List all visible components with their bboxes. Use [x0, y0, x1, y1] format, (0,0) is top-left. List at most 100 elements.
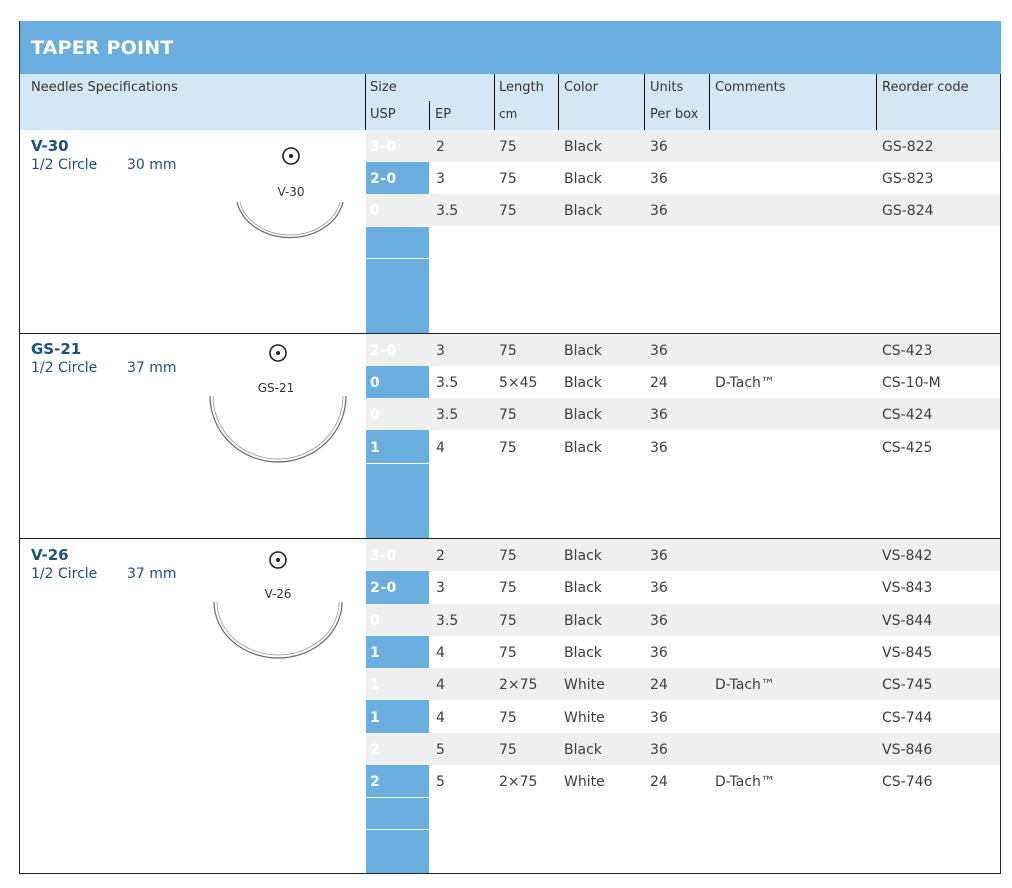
- cell-usp: 1: [370, 645, 381, 661]
- cell-length: 2×75: [499, 774, 538, 790]
- cell-color: Black: [564, 407, 602, 423]
- cell-color: Black: [564, 440, 602, 456]
- cell-length: 75: [499, 613, 517, 629]
- cell-reorder-code: VS-846: [882, 742, 933, 758]
- cell-ep: 4: [436, 710, 445, 726]
- needle-figure-label: GS-21: [258, 381, 295, 395]
- cell-usp: 3-0: [370, 139, 397, 155]
- needle-shape: 1/2 Circle: [31, 566, 98, 582]
- cell-color: Black: [564, 580, 602, 596]
- cell-color: Black: [564, 343, 602, 359]
- header-divider: [494, 74, 495, 130]
- cell-color: White: [564, 774, 605, 790]
- cell-units: 24: [650, 677, 668, 693]
- needle-length: 30 mm: [127, 157, 177, 173]
- cell-ep: 5: [436, 774, 445, 790]
- cell-reorder-code: CS-744: [882, 710, 933, 726]
- cell-usp: 1: [370, 710, 381, 726]
- cell-ep: 3.5: [436, 613, 459, 629]
- header-ep: EP: [435, 107, 452, 122]
- cell-ep: 3: [436, 580, 445, 596]
- cell-reorder-code: GS-823: [882, 171, 934, 187]
- cell-units: 36: [650, 645, 668, 661]
- cell-reorder-code: CS-10-M: [882, 375, 941, 391]
- needle-shape: 1/2 Circle: [31, 157, 98, 173]
- cell-units: 36: [650, 407, 668, 423]
- table-header: [19, 74, 1001, 130]
- cell-length: 5×45: [499, 375, 538, 391]
- cell-units: 36: [650, 139, 668, 155]
- cell-usp: 0: [370, 613, 381, 629]
- cell-length: 2×75: [499, 677, 538, 693]
- cell-units: 24: [650, 774, 668, 790]
- cell-reorder-code: GS-824: [882, 203, 934, 219]
- cell-reorder-code: VS-844: [882, 613, 933, 629]
- table-row: 3-0 2 75 Black 36 GS-822: [366, 130, 1001, 162]
- usp-divider: [366, 226, 429, 227]
- table-border: [1000, 74, 1001, 874]
- cell-ep: 4: [436, 645, 445, 661]
- cell-length: 75: [499, 171, 517, 187]
- needle-name: V-26: [31, 546, 69, 564]
- needle-shape: 1/2 Circle: [31, 360, 98, 376]
- cell-length: 75: [499, 440, 517, 456]
- cell-usp: 2-0: [370, 343, 397, 359]
- table-row: 2 5 75 Black 36 VS-846: [366, 733, 1001, 765]
- cell-ep: 3: [436, 171, 445, 187]
- table-border: [19, 21, 20, 874]
- needle-figure-icon: V-30: [236, 147, 344, 239]
- table-row: 2 5 2×75 White 24 D-Tach™ CS-746: [366, 765, 1001, 797]
- cell-units: 36: [650, 440, 668, 456]
- cell-comments: D-Tach™: [715, 677, 775, 693]
- cell-units: 24: [650, 375, 668, 391]
- usp-divider: [366, 829, 429, 830]
- cell-color: Black: [564, 139, 602, 155]
- header-usp: USP: [370, 107, 396, 122]
- cell-usp: 2-0: [370, 171, 397, 187]
- header-length-unit: cm: [499, 107, 518, 121]
- cell-length: 75: [499, 710, 517, 726]
- cell-color: Black: [564, 375, 602, 391]
- cell-color: Black: [564, 548, 602, 564]
- table-row: 1 4 75 Black 36 CS-425: [366, 431, 1001, 463]
- needle-figure-icon: V-26: [213, 551, 343, 659]
- table-row: 0 3.5 75 Black 36 VS-844: [366, 604, 1001, 636]
- cell-units: 36: [650, 343, 668, 359]
- cell-ep: 3.5: [436, 407, 459, 423]
- cell-color: Black: [564, 742, 602, 758]
- header-divider: [558, 74, 559, 130]
- usp-divider: [366, 463, 429, 464]
- header-color: Color: [564, 80, 598, 95]
- table-row: 1 4 75 Black 36 VS-845: [366, 636, 1001, 668]
- header-divider: [644, 74, 645, 130]
- table-row: 0 3.5 75 Black 36 GS-824: [366, 194, 1001, 226]
- table-row: 2-0 3 75 Black 36 CS-423: [366, 334, 1001, 366]
- cell-length: 75: [499, 645, 517, 661]
- section-banner: TAPER POINT: [19, 21, 1001, 74]
- cell-ep: 2: [436, 139, 445, 155]
- cell-ep: 4: [436, 440, 445, 456]
- usp-divider: [366, 258, 429, 259]
- needle-length: 37 mm: [127, 566, 177, 582]
- cell-usp: 2: [370, 774, 381, 790]
- cell-color: Black: [564, 203, 602, 219]
- cell-units: 36: [650, 548, 668, 564]
- cell-length: 75: [499, 203, 517, 219]
- cell-reorder-code: CS-424: [882, 407, 933, 423]
- header-divider: [876, 74, 877, 130]
- cell-reorder-code: VS-842: [882, 548, 933, 564]
- table-row: 2-0 3 75 Black 36 VS-843: [366, 571, 1001, 603]
- cell-usp: 0: [370, 375, 381, 391]
- needle-figure-label: V-26: [264, 587, 291, 601]
- needle-length: 37 mm: [127, 360, 177, 376]
- cell-ep: 2: [436, 548, 445, 564]
- header-reorder-code: Reorder code: [882, 80, 969, 95]
- cell-length: 75: [499, 580, 517, 596]
- cell-reorder-code: GS-822: [882, 139, 934, 155]
- section-divider: [19, 538, 1001, 539]
- cell-color: White: [564, 677, 605, 693]
- cell-usp: 0: [370, 203, 381, 219]
- cell-reorder-code: CS-423: [882, 343, 933, 359]
- cell-usp: 2-0: [370, 580, 397, 596]
- header-comments: Comments: [715, 80, 786, 95]
